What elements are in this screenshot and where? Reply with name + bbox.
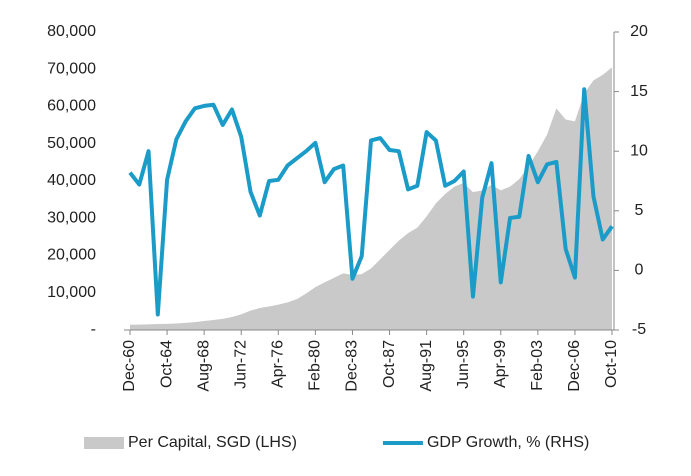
- x-tick-label: Oct-87: [381, 340, 398, 388]
- x-tick-label: Jun-95: [455, 340, 472, 389]
- x-tick-label: Dec-60: [121, 340, 138, 392]
- y-tick-label: 20,000: [47, 247, 96, 264]
- x-tick-label: Aug-91: [418, 340, 435, 392]
- area: [130, 67, 612, 330]
- x-tick-label: Apr-99: [492, 340, 509, 388]
- y-tick-label: 30,000: [47, 209, 96, 226]
- x-tick-label: Dec-06: [566, 340, 583, 392]
- x-tick-label: Aug-68: [195, 340, 212, 392]
- y2-tick-label: 5: [635, 202, 644, 219]
- legend-swatch: [84, 437, 124, 449]
- x-tick-label: Apr-76: [270, 340, 287, 388]
- legend-label: Per Capital, SGD (LHS): [128, 434, 297, 451]
- y-tick-label: 80,000: [47, 23, 96, 40]
- y2-tick-label: 20: [630, 23, 648, 40]
- y-tick-label: 70,000: [47, 60, 96, 77]
- x-tick-label: Oct-64: [158, 340, 175, 388]
- y2-tick-label: 15: [630, 83, 648, 100]
- x-tick-label: Feb-80: [307, 340, 324, 391]
- y-tick-label: -: [91, 321, 96, 338]
- y2-tick-label: 10: [630, 142, 648, 159]
- y-tick-label: 10,000: [47, 284, 96, 301]
- y2-tick-label: -5: [632, 321, 646, 338]
- y2-tick-label: 0: [635, 262, 644, 279]
- x-tick-label: Jun-72: [232, 340, 249, 389]
- y-tick-label: 60,000: [47, 98, 96, 115]
- line: [128, 87, 614, 317]
- x-tick-label: Feb-03: [529, 340, 546, 391]
- y-tick-label: 40,000: [47, 172, 96, 189]
- x-tick-label: Dec-83: [344, 340, 361, 392]
- legend-label: GDP Growth, % (RHS): [427, 434, 589, 451]
- y-tick-label: 50,000: [47, 135, 96, 152]
- x-tick-label: Oct-10: [603, 340, 620, 388]
